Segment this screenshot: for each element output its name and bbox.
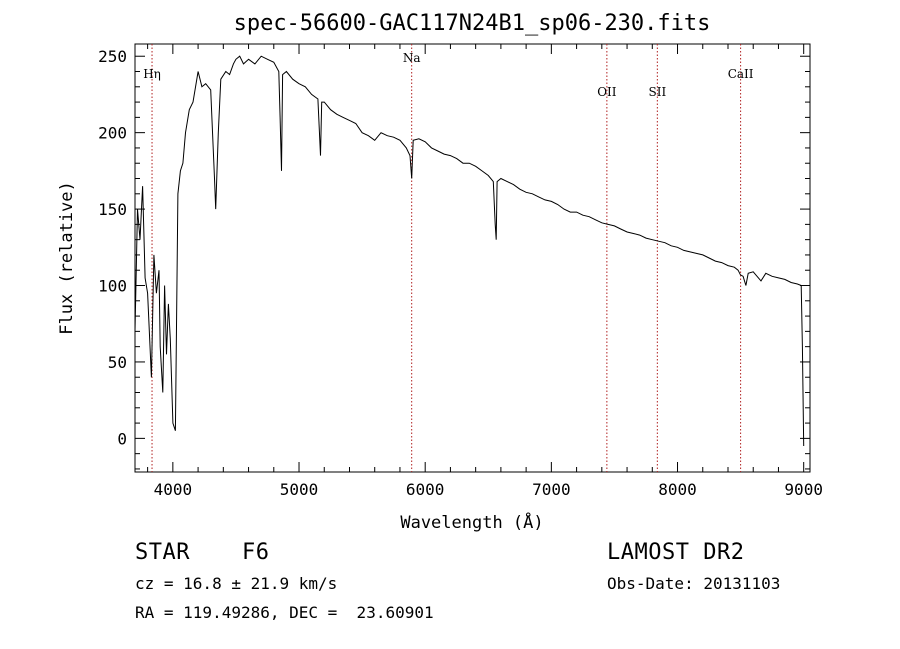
x-tick-label: 5000 — [280, 480, 319, 499]
x-tick-label: 9000 — [784, 480, 823, 499]
y-tick-label: 100 — [98, 277, 127, 296]
x-tick-label: 7000 — [532, 480, 571, 499]
spectrum-chart: spec-56600-GAC117N24B1_sp06-230.fits Hη N… — [57, 11, 823, 533]
chart-title: spec-56600-GAC117N24B1_sp06-230.fits — [234, 11, 711, 36]
y-tick-label: 0 — [117, 429, 127, 448]
y-tick-label: 50 — [108, 353, 127, 372]
line-marker-label: OII — [597, 85, 617, 99]
line-marker-label: SII — [648, 85, 666, 99]
x-tick-label: 4000 — [154, 480, 193, 499]
spectral-line-markers: Hη Na OII SII CaII — [143, 44, 754, 472]
axis-ticks: 4000 5000 6000 7000 8000 9000 0 50 100 150 200 250 — [98, 44, 823, 499]
y-axis-label: Flux (relative) — [57, 181, 77, 335]
plot-frame — [134, 43, 811, 473]
x-tick-label: 8000 — [658, 480, 697, 499]
y-tick-label: 200 — [98, 124, 127, 143]
redshift-info: cz = 16.8 ± 21.9 km/s — [135, 574, 338, 593]
line-marker-label: Na — [403, 51, 421, 65]
spectrum-line — [134, 55, 805, 447]
object-type: STAR — [135, 540, 190, 565]
y-tick-label: 150 — [98, 200, 127, 219]
subclass: F6 — [242, 540, 270, 565]
x-axis-label: Wavelength (Å) — [400, 511, 543, 533]
survey-name: LAMOST DR2 — [607, 540, 745, 565]
ra-dec: RA = 119.49286, DEC = 23.60901 — [135, 603, 434, 622]
y-tick-label: 250 — [98, 47, 127, 66]
line-marker-label: CaII — [728, 67, 754, 81]
line-marker-label: Hη — [143, 67, 161, 81]
x-tick-label: 6000 — [406, 480, 445, 499]
obs-date: Obs-Date: 20131103 — [607, 574, 781, 593]
spectrum-series — [134, 55, 805, 447]
